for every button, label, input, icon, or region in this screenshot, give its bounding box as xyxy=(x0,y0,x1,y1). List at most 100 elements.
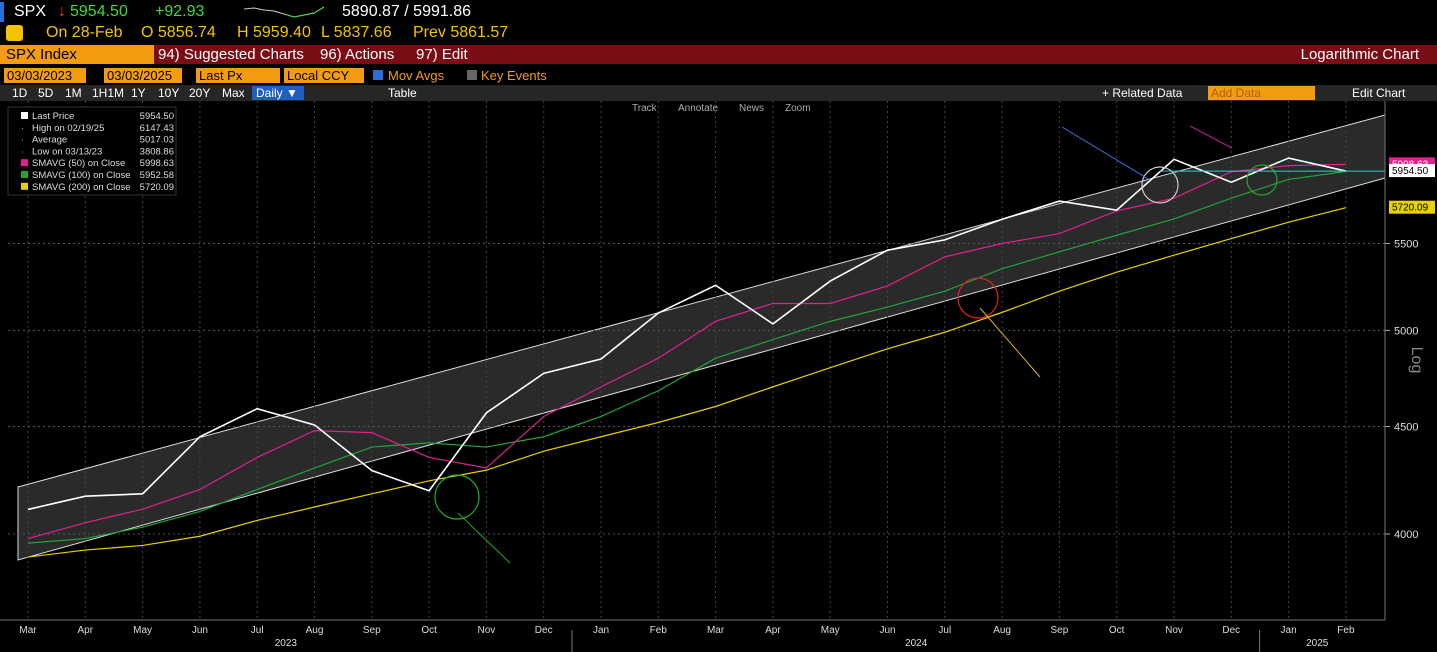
chart: 4000 4500 5000 5500 Log Mar Apr May Jun Jul Aug Sep… xyxy=(0,101,1435,652)
chart-kind: Logarithmic Chart xyxy=(1300,46,1419,63)
key-events[interactable]: Key Events xyxy=(481,68,547,83)
legend-icon: · xyxy=(21,123,24,133)
frequency-label: Daily xyxy=(256,86,283,100)
x-tick-label: May xyxy=(821,625,840,636)
low: L 5837.66 xyxy=(321,24,392,41)
x-tick-label: Jan xyxy=(593,625,609,636)
legend-swatch xyxy=(21,182,28,190)
x-tick-label: Aug xyxy=(306,625,324,636)
sparkline xyxy=(244,6,324,18)
field[interactable]: Last Px xyxy=(196,68,280,83)
x-tick-label: Feb xyxy=(1337,625,1355,636)
menu-item[interactable]: 97) Edit xyxy=(416,46,468,63)
legend-label: Low on 03/13/23 xyxy=(32,146,102,157)
period-button[interactable]: 1D xyxy=(12,86,28,100)
y-tick-label: 4000 xyxy=(1394,529,1418,541)
add-data[interactable]: Add Data xyxy=(1208,86,1315,100)
y-axis-label: Log xyxy=(1408,347,1425,374)
year-label: 2024 xyxy=(905,638,928,649)
legend-label: SMAVG (50) on Close xyxy=(32,158,125,169)
checkbox[interactable] xyxy=(467,70,477,80)
x-tick-label: Oct xyxy=(421,625,437,636)
related-data[interactable]: + Related Data xyxy=(1102,86,1183,100)
security[interactable]: SPX Index xyxy=(0,45,154,64)
annotation-circle xyxy=(434,474,480,520)
annotation-circle xyxy=(1141,166,1179,204)
period-button[interactable]: 1M xyxy=(65,86,82,100)
last-price: 5954.50 xyxy=(70,3,128,20)
x-tick-label: Feb xyxy=(650,625,668,636)
x-tick-label: Jul xyxy=(938,625,951,636)
legend-swatch xyxy=(21,171,28,178)
legend-swatch xyxy=(21,159,28,167)
legend-value: 3808.86 xyxy=(140,146,174,157)
series-line xyxy=(27,163,1346,540)
price-tag-label: 5954.50 xyxy=(1392,166,1429,177)
y-tick-label: 4500 xyxy=(1394,422,1418,434)
x-tick-label: Dec xyxy=(1222,625,1240,636)
x-tick-label: Apr xyxy=(78,625,94,636)
period-button[interactable]: 1H1M xyxy=(92,86,125,100)
x-tick-label: Mar xyxy=(19,625,37,636)
toolbar xyxy=(0,85,1437,101)
legend-box xyxy=(7,106,177,196)
open: O 5856.74 xyxy=(141,24,216,41)
tool: Zoom xyxy=(785,103,811,114)
x-tick-label: Apr xyxy=(765,625,781,636)
mov-avgs[interactable]: Mov Avgs xyxy=(388,68,445,83)
annotation-arrow xyxy=(457,512,511,564)
price-tag-label: 5720.09 xyxy=(1392,203,1429,214)
x-tick-label: May xyxy=(133,625,152,636)
legend-label: SMAVG (100) on Close xyxy=(32,170,131,181)
x-tick-label: Mar xyxy=(707,625,725,636)
edit-chart[interactable]: Edit Chart xyxy=(1352,86,1406,100)
currency[interactable]: Local CCY xyxy=(284,68,364,83)
x-tick-label: Nov xyxy=(1165,625,1183,636)
legend-label: Last Price xyxy=(32,111,74,122)
marker xyxy=(0,2,4,22)
legend-value: 6147.43 xyxy=(140,123,174,134)
period-button[interactable]: 20Y xyxy=(189,86,211,100)
x-tick-label: Dec xyxy=(535,625,553,636)
y-tick-label: 5500 xyxy=(1394,239,1418,251)
annotation-arrow xyxy=(1189,125,1233,149)
series-line xyxy=(27,157,1347,511)
legend-value: 5720.09 xyxy=(140,182,174,193)
menu-item[interactable]: 96) Actions xyxy=(320,46,395,63)
checkbox[interactable] xyxy=(373,70,383,80)
price-tag xyxy=(1389,200,1435,214)
legend-label: SMAVG (200) on Close xyxy=(32,182,131,193)
start-date[interactable]: 03/03/2023 xyxy=(4,68,86,83)
table-button[interactable]: Table xyxy=(388,86,417,100)
change: +92.93 xyxy=(155,3,205,20)
period-button[interactable]: 5D xyxy=(38,86,54,100)
x-tick-label: Jan xyxy=(1281,625,1297,636)
tool: News xyxy=(739,103,764,114)
period-button[interactable]: 10Y xyxy=(158,86,180,100)
frequency[interactable]: Daily ▼ xyxy=(252,86,304,100)
menu-item[interactable]: 94) Suggested Charts xyxy=(158,46,304,63)
end-date[interactable]: 03/03/2025 xyxy=(104,68,182,83)
period-button[interactable]: Max xyxy=(222,86,245,100)
year-label: 2023 xyxy=(275,638,298,649)
legend-label: Average xyxy=(32,135,67,146)
legend-label: High on 02/19/25 xyxy=(32,123,104,134)
high: H 5959.40 xyxy=(237,24,311,41)
series-line xyxy=(27,170,1346,544)
annotation-arrow xyxy=(979,307,1041,378)
menu-bar: SPX Index 94) Suggested Charts 96) Actio… xyxy=(0,45,1437,64)
x-tick-label: Aug xyxy=(993,625,1011,636)
legend-value: 5998.63 xyxy=(140,158,174,169)
x-tick-label: Oct xyxy=(1109,625,1125,636)
year-label: 2025 xyxy=(1306,638,1329,649)
day-range: 5890.87 / 5991.86 xyxy=(342,3,472,20)
period-button[interactable]: 1Y xyxy=(131,86,146,100)
legend-value: 5954.50 xyxy=(140,111,174,122)
x-tick-label: Sep xyxy=(1051,625,1069,636)
x-tick-label: Nov xyxy=(478,625,496,636)
price-tag xyxy=(1389,164,1435,178)
x-tick-label: Jun xyxy=(879,625,895,636)
legend-value: 5017.03 xyxy=(140,135,174,146)
legend-icon: · xyxy=(21,135,24,145)
